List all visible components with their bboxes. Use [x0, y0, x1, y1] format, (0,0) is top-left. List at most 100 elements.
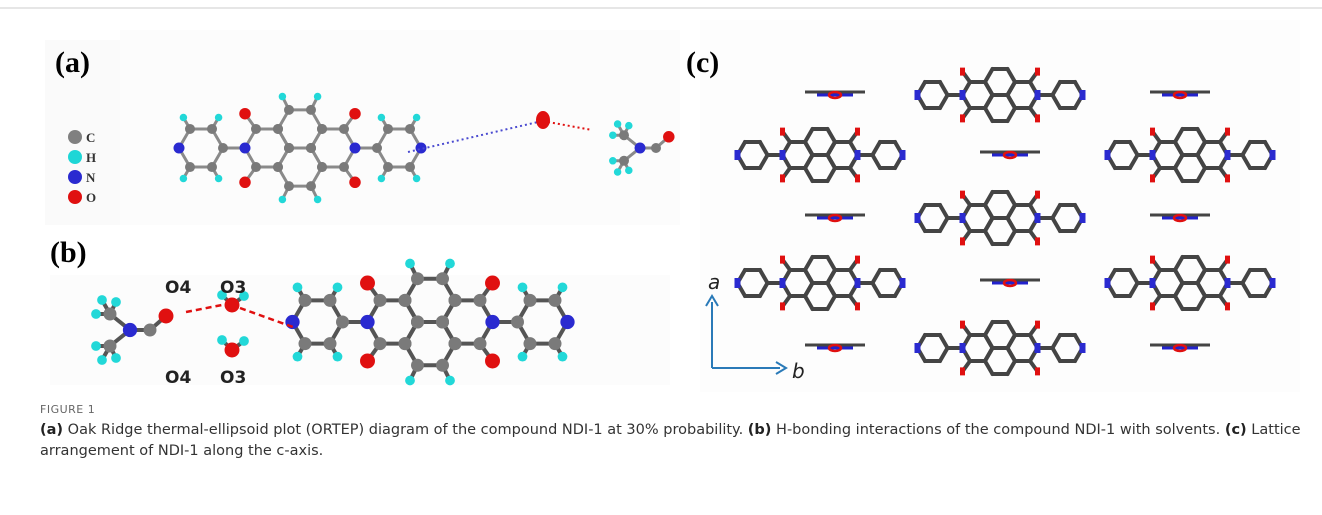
atom: [855, 278, 861, 288]
caption-text: Oak Ridge thermal-ellipsoid plot (ORTEP)…: [63, 422, 748, 438]
atom: [336, 316, 349, 329]
atom: [284, 105, 294, 115]
atom: [915, 90, 921, 100]
atom: [299, 337, 312, 350]
atom: [324, 294, 337, 307]
atom: [1035, 68, 1040, 76]
atom: [306, 143, 316, 153]
panel-label: (a): [55, 46, 90, 79]
atom: [123, 323, 137, 337]
atom: [405, 162, 415, 172]
atom: [1150, 256, 1155, 264]
atom: [1225, 302, 1230, 310]
atom: [174, 143, 185, 154]
atom: [1105, 150, 1111, 160]
atom: [239, 108, 251, 120]
atom: [436, 272, 449, 285]
atom: [960, 343, 966, 353]
atom: [511, 316, 524, 329]
legend-swatch: [68, 150, 82, 164]
caption: (a) Oak Ridge thermal-ellipsoid plot (OR…: [40, 420, 1310, 462]
atom: [960, 321, 965, 329]
atom: [625, 167, 633, 175]
atom: [960, 114, 965, 122]
atom: [536, 111, 550, 129]
atom: [273, 162, 283, 172]
atom: [251, 124, 261, 134]
atom: [251, 162, 261, 172]
atom: [317, 124, 327, 134]
atom: [284, 181, 294, 191]
atom: [111, 353, 121, 363]
atom: [349, 108, 361, 120]
atom: [411, 272, 424, 285]
atom: [405, 376, 415, 386]
atom: [780, 128, 785, 136]
atom: [1150, 302, 1155, 310]
atom: [411, 359, 424, 372]
atom: [225, 343, 240, 358]
atom: [960, 191, 965, 199]
atom-label: O3: [220, 278, 246, 298]
atom: [855, 256, 860, 264]
atom: [1150, 174, 1155, 182]
atom: [411, 316, 424, 329]
atom: [445, 376, 455, 386]
atom: [299, 294, 312, 307]
atom: [360, 276, 375, 291]
atom: [1270, 150, 1276, 160]
atom: [518, 352, 528, 362]
atom: [383, 124, 393, 134]
atom-label: O3: [220, 368, 246, 388]
caption-label: (a): [40, 422, 63, 438]
atom: [317, 162, 327, 172]
atom: [416, 143, 427, 154]
atom: [180, 114, 188, 122]
atom-label: O4: [165, 368, 191, 388]
atom: [558, 282, 568, 292]
atom: [436, 316, 449, 329]
atom: [558, 352, 568, 362]
atom: [518, 282, 528, 292]
atom: [279, 196, 287, 204]
atom: [413, 114, 421, 122]
atom: [207, 124, 217, 134]
atom: [314, 196, 322, 204]
atom: [474, 294, 487, 307]
atom: [207, 162, 217, 172]
atom: [1080, 213, 1086, 223]
atom: [1035, 90, 1041, 100]
atom: [915, 213, 921, 223]
atom: [218, 143, 228, 153]
atom: [549, 294, 562, 307]
atom: [1150, 278, 1156, 288]
atom: [855, 174, 860, 182]
atom: [349, 177, 361, 189]
atom: [293, 352, 303, 362]
atom: [180, 175, 188, 183]
legend-swatch: [68, 170, 82, 184]
caption-text: H-bonding interactions of the compound N…: [771, 422, 1224, 438]
atom: [159, 309, 174, 324]
legend-label: H: [86, 150, 96, 165]
atom: [1035, 367, 1040, 375]
atom: [374, 337, 387, 350]
atom: [449, 294, 462, 307]
atom: [91, 309, 101, 319]
atom: [780, 302, 785, 310]
panel-label: (b): [50, 236, 87, 269]
atom: [619, 156, 629, 166]
atom: [1225, 150, 1231, 160]
atom: [1225, 278, 1231, 288]
atom: [339, 124, 349, 134]
atom: [960, 237, 965, 245]
atom: [735, 150, 741, 160]
atom: [549, 337, 562, 350]
atom: [1035, 191, 1040, 199]
caption-label: (b): [748, 422, 772, 438]
atom: [735, 278, 741, 288]
atom: [1035, 114, 1040, 122]
atom: [1225, 256, 1230, 264]
atom: [97, 355, 107, 365]
atom: [97, 295, 107, 305]
